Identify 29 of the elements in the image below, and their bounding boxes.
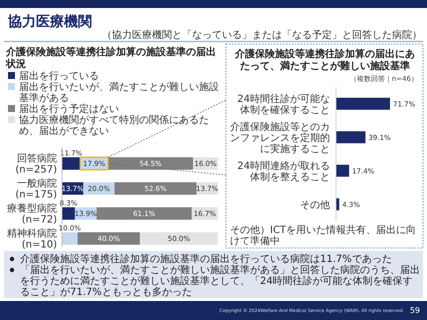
- y-tick-label: 回答病院 (n=257): [15, 152, 58, 176]
- text: 協力医療機関: [7, 13, 92, 30]
- bar: [114, 182, 196, 195]
- chart-title: 介護保険施設等連携往診加算の施設基準の届出状況: [5, 46, 216, 70]
- legend-label: 届出を行う予定はない: [19, 103, 119, 115]
- text: 「届出を行いたいが、満たすことが難しい施設基準がある」と回答した病院のうち、届出を行うために満たすことが難しい施設基準として、「24時間往診が可能な体制を確保すること」が71.7%ともっとも多かった: [20, 264, 420, 298]
- legend-label: 届出を行っている: [19, 70, 99, 82]
- bar: [62, 232, 78, 245]
- text: 59: [410, 306, 420, 315]
- bar: [336, 164, 350, 177]
- legend-label: 協力医療機関がすべて特別の関係にあるため、届出ができない: [19, 114, 209, 137]
- y-tick-label: その他: [300, 198, 330, 211]
- y-tick-label: 療養型病院 (n=72): [7, 202, 58, 226]
- bar: [140, 232, 218, 245]
- y-tick-label: 介護保険施設等とのカンファレンスを定期的に実施すること: [230, 120, 330, 155]
- chart-title: 介護保険施設等連携往診加算の届出にあたって、満たすことが難しい施設基準: [234, 48, 415, 72]
- text: その他）ICTを用いた情報共有、届出に向けて準備中: [230, 224, 416, 247]
- bar: [336, 131, 366, 144]
- legend-label: 届出を行いたいが、満たすことが難しい施設基準がある: [19, 81, 219, 104]
- y-tick-label: 24時間連絡が取れる体制を整えること: [237, 160, 330, 183]
- bar: [62, 207, 75, 220]
- y-tick-label: 精神科病院 (n=10): [7, 228, 58, 250]
- text: （協力医療機関と「なっている」または「なる予定」と回答した病院）: [102, 29, 422, 41]
- text: 介護保険施設等連携往診加算の施設基準の届出を行っている病院は11.7%であった: [20, 253, 392, 265]
- bar: [96, 207, 192, 220]
- y-tick-label: 24時間往診が可能な体制を確保すること: [237, 92, 330, 116]
- y-tick-label: 一般病院 (n=175): [15, 178, 58, 200]
- bar: [336, 98, 390, 110]
- bar: [78, 232, 140, 245]
